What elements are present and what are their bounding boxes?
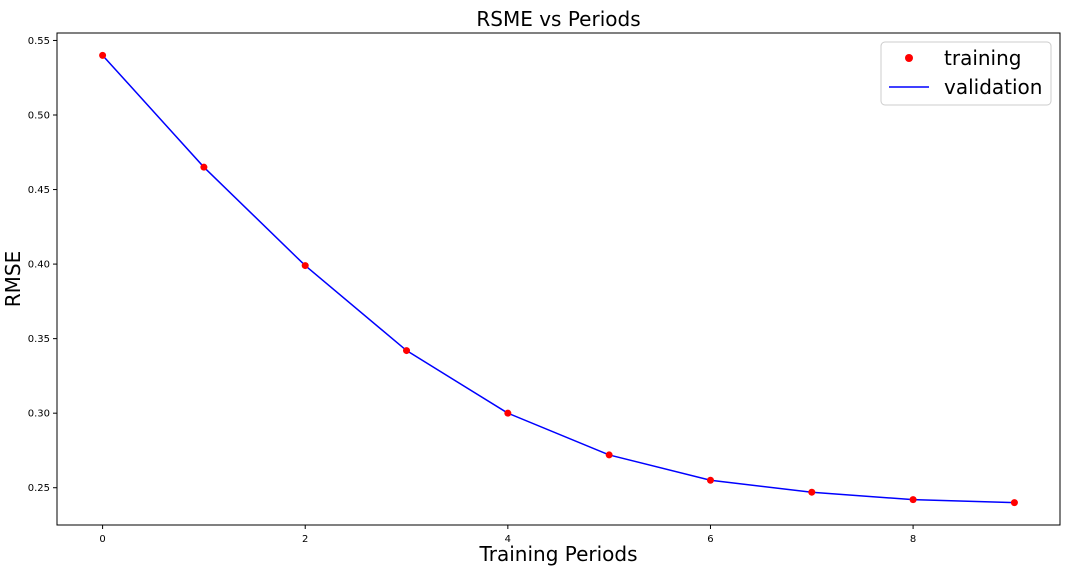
training-point (1010, 499, 1018, 507)
axes-frame (56, 32, 1061, 526)
y-tick-label: 0.25 (28, 483, 50, 494)
y-tick-label: 0.35 (28, 334, 50, 345)
training-point (808, 488, 816, 496)
y-tick-label: 0.45 (28, 185, 50, 196)
x-tick-label: 6 (707, 534, 713, 545)
y-tick-label: 0.55 (28, 36, 50, 47)
plot-area (99, 51, 1018, 507)
legend-training-marker (905, 54, 913, 62)
y-axis-ticks: 0.25 0.30 0.35 0.40 0.45 0.50 0.55 (28, 36, 57, 494)
training-point (706, 476, 714, 484)
legend: training validation (880, 41, 1052, 106)
x-tick-label: 4 (505, 534, 511, 545)
training-point (99, 51, 107, 59)
legend-box (880, 41, 1052, 106)
training-point (301, 262, 309, 270)
x-tick-label: 2 (302, 534, 308, 545)
training-point (504, 409, 512, 417)
x-tick-label: 8 (910, 534, 916, 545)
chart-title: RSME vs Periods (476, 7, 640, 31)
x-axis-label: Training Periods (478, 542, 637, 566)
y-tick-label: 0.50 (28, 111, 50, 122)
validation-line (102, 54, 1015, 504)
training-point (403, 347, 411, 355)
y-tick-label: 0.40 (28, 260, 50, 271)
series-points (99, 51, 1018, 507)
y-axis-label: RMSE (1, 251, 25, 307)
training-point (605, 451, 613, 459)
series-lines (102, 54, 1015, 504)
y-tick-label: 0.30 (28, 409, 50, 420)
x-axis-ticks: 0 2 4 6 8 (99, 525, 916, 545)
training-point (909, 496, 917, 504)
x-tick-label: 0 (99, 534, 105, 545)
training-point (200, 163, 208, 171)
legend-validation-label: validation (944, 75, 1042, 99)
legend-training-label: training (944, 46, 1021, 70)
